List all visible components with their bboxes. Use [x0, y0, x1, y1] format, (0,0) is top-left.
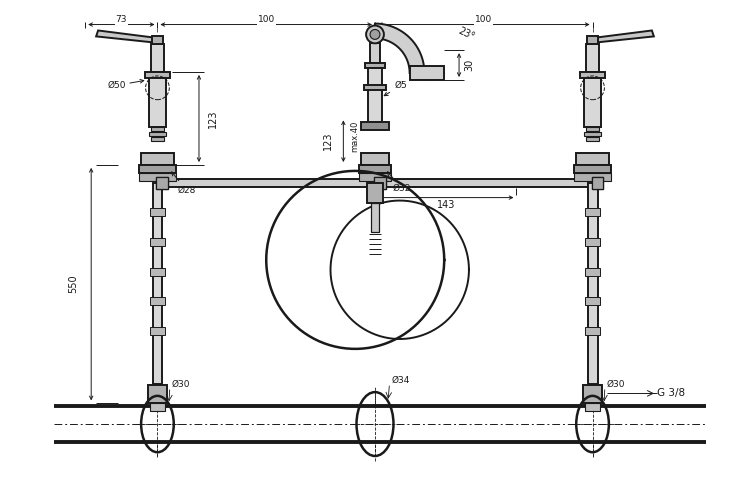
Polygon shape: [375, 24, 424, 73]
Bar: [380, 179, 587, 186]
Bar: [576, 153, 609, 165]
Text: Ø32: Ø32: [388, 172, 411, 193]
Bar: [584, 78, 602, 128]
Circle shape: [370, 30, 380, 40]
Bar: [139, 173, 176, 181]
Bar: [149, 238, 165, 246]
Bar: [585, 298, 601, 306]
Bar: [585, 238, 601, 246]
Text: 123: 123: [208, 109, 218, 128]
Text: 550: 550: [68, 275, 79, 293]
Bar: [149, 327, 165, 335]
Bar: [152, 183, 163, 384]
Text: 123: 123: [322, 132, 332, 150]
Bar: [148, 132, 166, 136]
Bar: [586, 138, 599, 141]
Text: 23°: 23°: [456, 26, 476, 42]
Bar: [368, 68, 382, 122]
Bar: [151, 138, 164, 141]
Bar: [364, 85, 386, 90]
Bar: [151, 128, 164, 132]
Bar: [148, 78, 166, 128]
Text: G 3/8: G 3/8: [657, 388, 685, 398]
Bar: [149, 404, 165, 411]
Polygon shape: [598, 30, 654, 42]
Bar: [145, 72, 170, 78]
Text: 100: 100: [257, 15, 274, 24]
Bar: [139, 165, 176, 173]
Bar: [157, 177, 168, 188]
Bar: [586, 128, 599, 132]
Bar: [585, 404, 601, 411]
Bar: [585, 268, 601, 276]
Bar: [151, 44, 164, 72]
Bar: [410, 66, 444, 80]
Bar: [583, 386, 602, 404]
Bar: [587, 183, 598, 384]
Bar: [592, 177, 604, 188]
Polygon shape: [96, 30, 152, 42]
Bar: [374, 177, 386, 188]
Bar: [365, 63, 385, 68]
Bar: [374, 177, 386, 188]
Text: Ø34: Ø34: [392, 376, 410, 384]
Text: Ø5: Ø5: [384, 81, 407, 96]
Text: 100: 100: [476, 15, 493, 24]
Bar: [359, 173, 391, 181]
Bar: [148, 386, 167, 404]
Bar: [574, 173, 611, 181]
Bar: [141, 153, 174, 165]
Bar: [362, 153, 388, 165]
Text: Ø50: Ø50: [108, 80, 144, 90]
Text: Ø30: Ø30: [172, 380, 190, 388]
Bar: [371, 202, 379, 232]
Bar: [574, 165, 611, 173]
Bar: [149, 298, 165, 306]
Bar: [585, 327, 601, 335]
Bar: [584, 132, 602, 136]
Bar: [585, 208, 601, 216]
Bar: [586, 36, 598, 44]
Bar: [163, 179, 370, 186]
Bar: [362, 122, 388, 130]
Text: 143: 143: [436, 200, 455, 209]
Text: Ø30: Ø30: [607, 380, 625, 388]
Bar: [580, 72, 605, 78]
Text: 73: 73: [116, 15, 127, 24]
Text: 30: 30: [464, 59, 474, 71]
Bar: [592, 177, 604, 188]
Bar: [359, 165, 391, 173]
Bar: [149, 268, 165, 276]
Circle shape: [366, 26, 384, 44]
Bar: [367, 183, 383, 203]
Bar: [152, 36, 164, 44]
Text: Ø28: Ø28: [172, 172, 196, 195]
Bar: [157, 177, 168, 188]
Bar: [370, 44, 380, 63]
Bar: [586, 44, 599, 72]
Text: max.40: max.40: [351, 120, 360, 152]
Bar: [149, 208, 165, 216]
